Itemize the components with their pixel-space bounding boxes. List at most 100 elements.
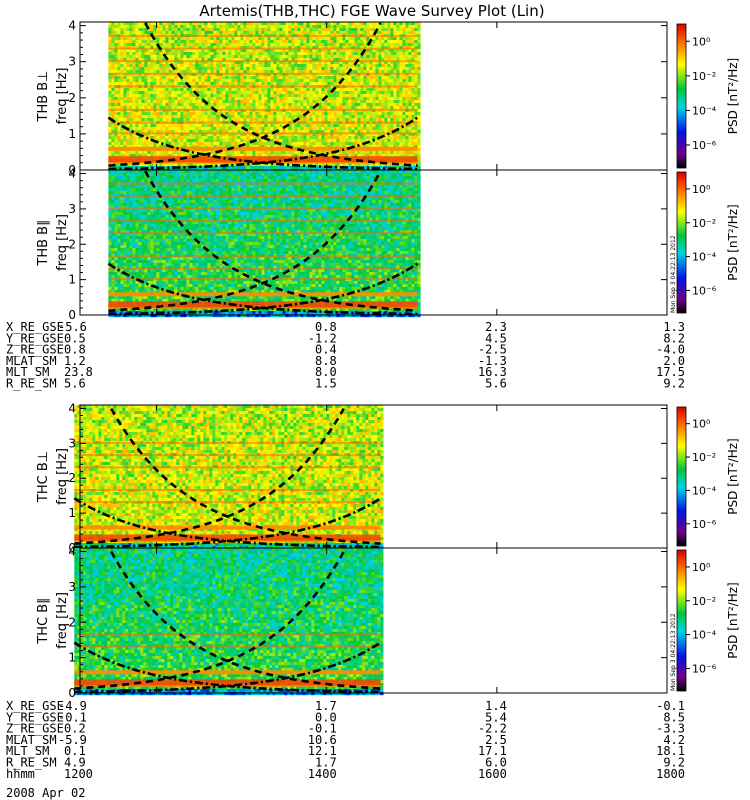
spectrogram-cell	[132, 67, 136, 71]
spectrogram-cell	[123, 79, 127, 83]
spectrogram-cell	[135, 40, 139, 44]
spectrogram-cell	[276, 118, 280, 122]
spectrogram-cell	[159, 88, 163, 92]
spectrogram-cell	[159, 58, 163, 62]
spectrogram-cell	[306, 40, 310, 44]
spectrogram-cell	[180, 88, 184, 92]
spectrogram-cell	[324, 31, 328, 35]
spectrogram-cell	[270, 37, 274, 41]
spectrogram-cell	[354, 142, 358, 146]
spectrogram-cell	[174, 106, 178, 110]
spectrogram-cell	[306, 94, 310, 98]
spectrogram-cell	[363, 43, 367, 47]
spectrogram-cell	[159, 124, 163, 128]
spectrogram-cell	[240, 43, 244, 47]
spectrogram-cell	[318, 115, 322, 119]
spectrogram-cell	[168, 40, 172, 44]
spectrogram-cell	[282, 61, 286, 65]
spectrogram-cell	[408, 133, 412, 137]
spectrogram-cell	[117, 79, 121, 83]
spectrogram-cell	[327, 37, 331, 41]
spectrogram-cell	[366, 55, 370, 59]
spectrogram-cell	[294, 76, 298, 80]
spectrogram-cell	[114, 40, 118, 44]
spectrogram-cell	[216, 79, 220, 83]
spectrogram-cell	[210, 76, 214, 80]
spectrogram-cell	[390, 70, 394, 74]
spectrogram-cell	[333, 37, 337, 41]
spectrogram-cell	[195, 112, 199, 116]
spectrogram-cell	[195, 133, 199, 137]
spectrogram-cell	[264, 28, 268, 32]
spectrogram-cell	[294, 61, 298, 65]
spectrogram-cell	[228, 97, 232, 101]
spectrogram-cell	[168, 58, 172, 62]
spectrogram-cell	[357, 118, 361, 122]
spectrogram-cell	[177, 82, 181, 86]
spectrogram-cell	[234, 124, 238, 128]
spectrogram-cell	[297, 22, 301, 26]
spectrogram-cell	[141, 118, 145, 122]
spectrogram-cell	[330, 136, 334, 140]
spectrogram-cell	[120, 145, 124, 149]
spectrogram-cell	[411, 136, 415, 140]
spectrogram-cell	[246, 55, 250, 59]
spectrogram-cell	[258, 61, 262, 65]
spectrogram-cell	[237, 142, 241, 146]
spectrogram-cell	[291, 67, 295, 71]
spectrogram-cell	[270, 40, 274, 44]
spectrogram-cell	[210, 52, 214, 56]
spectrogram-cell	[237, 97, 241, 101]
spectrogram-cell	[117, 94, 121, 98]
spectrogram-cell	[153, 40, 157, 44]
spectrogram-cell	[177, 88, 181, 92]
spectrogram-cell	[393, 100, 397, 104]
spectrogram-cell	[327, 130, 331, 134]
spectrogram-cell	[168, 88, 172, 92]
spectrogram-cell	[294, 130, 298, 134]
spectrogram-cell	[318, 133, 322, 137]
spectrogram-cell	[249, 22, 253, 26]
spectrogram-cell	[255, 139, 259, 143]
spectrogram-cell	[153, 127, 157, 131]
spectrogram-cell	[396, 106, 400, 110]
spectrogram-cell	[297, 115, 301, 119]
spectrogram-cell	[234, 115, 238, 119]
spectrogram-cell	[120, 55, 124, 59]
spectrogram-cell	[291, 118, 295, 122]
spectrogram-cell	[213, 67, 217, 71]
spectrogram-cell	[234, 127, 238, 131]
spectrogram-cell	[126, 139, 130, 143]
spectrogram-cell	[210, 58, 214, 62]
spectrogram-cell	[234, 100, 238, 104]
spectrogram-cell	[399, 88, 403, 92]
spectrogram-cell	[399, 31, 403, 35]
spectrogram-cell	[417, 124, 421, 128]
spectrogram-cell	[198, 142, 202, 146]
spectrogram-cell	[126, 115, 130, 119]
spectrogram-cell	[417, 70, 421, 74]
spectrogram-cell	[348, 58, 352, 62]
spectrogram-cell	[351, 112, 355, 116]
spectrogram-cell	[111, 49, 115, 53]
spectrogram-cell	[291, 127, 295, 131]
spectrogram-cell	[315, 91, 319, 95]
spectrogram-cell	[288, 64, 292, 68]
spectrogram-cell	[279, 31, 283, 35]
spectrogram-cell	[243, 67, 247, 71]
spectrogram-cell	[228, 91, 232, 95]
spectrogram-cell	[336, 37, 340, 41]
spectrogram-cell	[174, 64, 178, 68]
spectrogram-cell	[255, 136, 259, 140]
spectrogram-cell	[165, 127, 169, 131]
spectrogram-cell	[192, 82, 196, 86]
spectrogram-cell	[384, 28, 388, 32]
spectrogram-cell	[372, 88, 376, 92]
spectrogram-cell	[363, 55, 367, 59]
spectrogram-cell	[231, 133, 235, 137]
spectrogram-cell	[381, 37, 385, 41]
spectrogram-cell	[285, 25, 289, 29]
spectrogram-cell	[252, 91, 256, 95]
spectrogram-cell	[399, 43, 403, 47]
spectrogram-cell	[183, 115, 187, 119]
